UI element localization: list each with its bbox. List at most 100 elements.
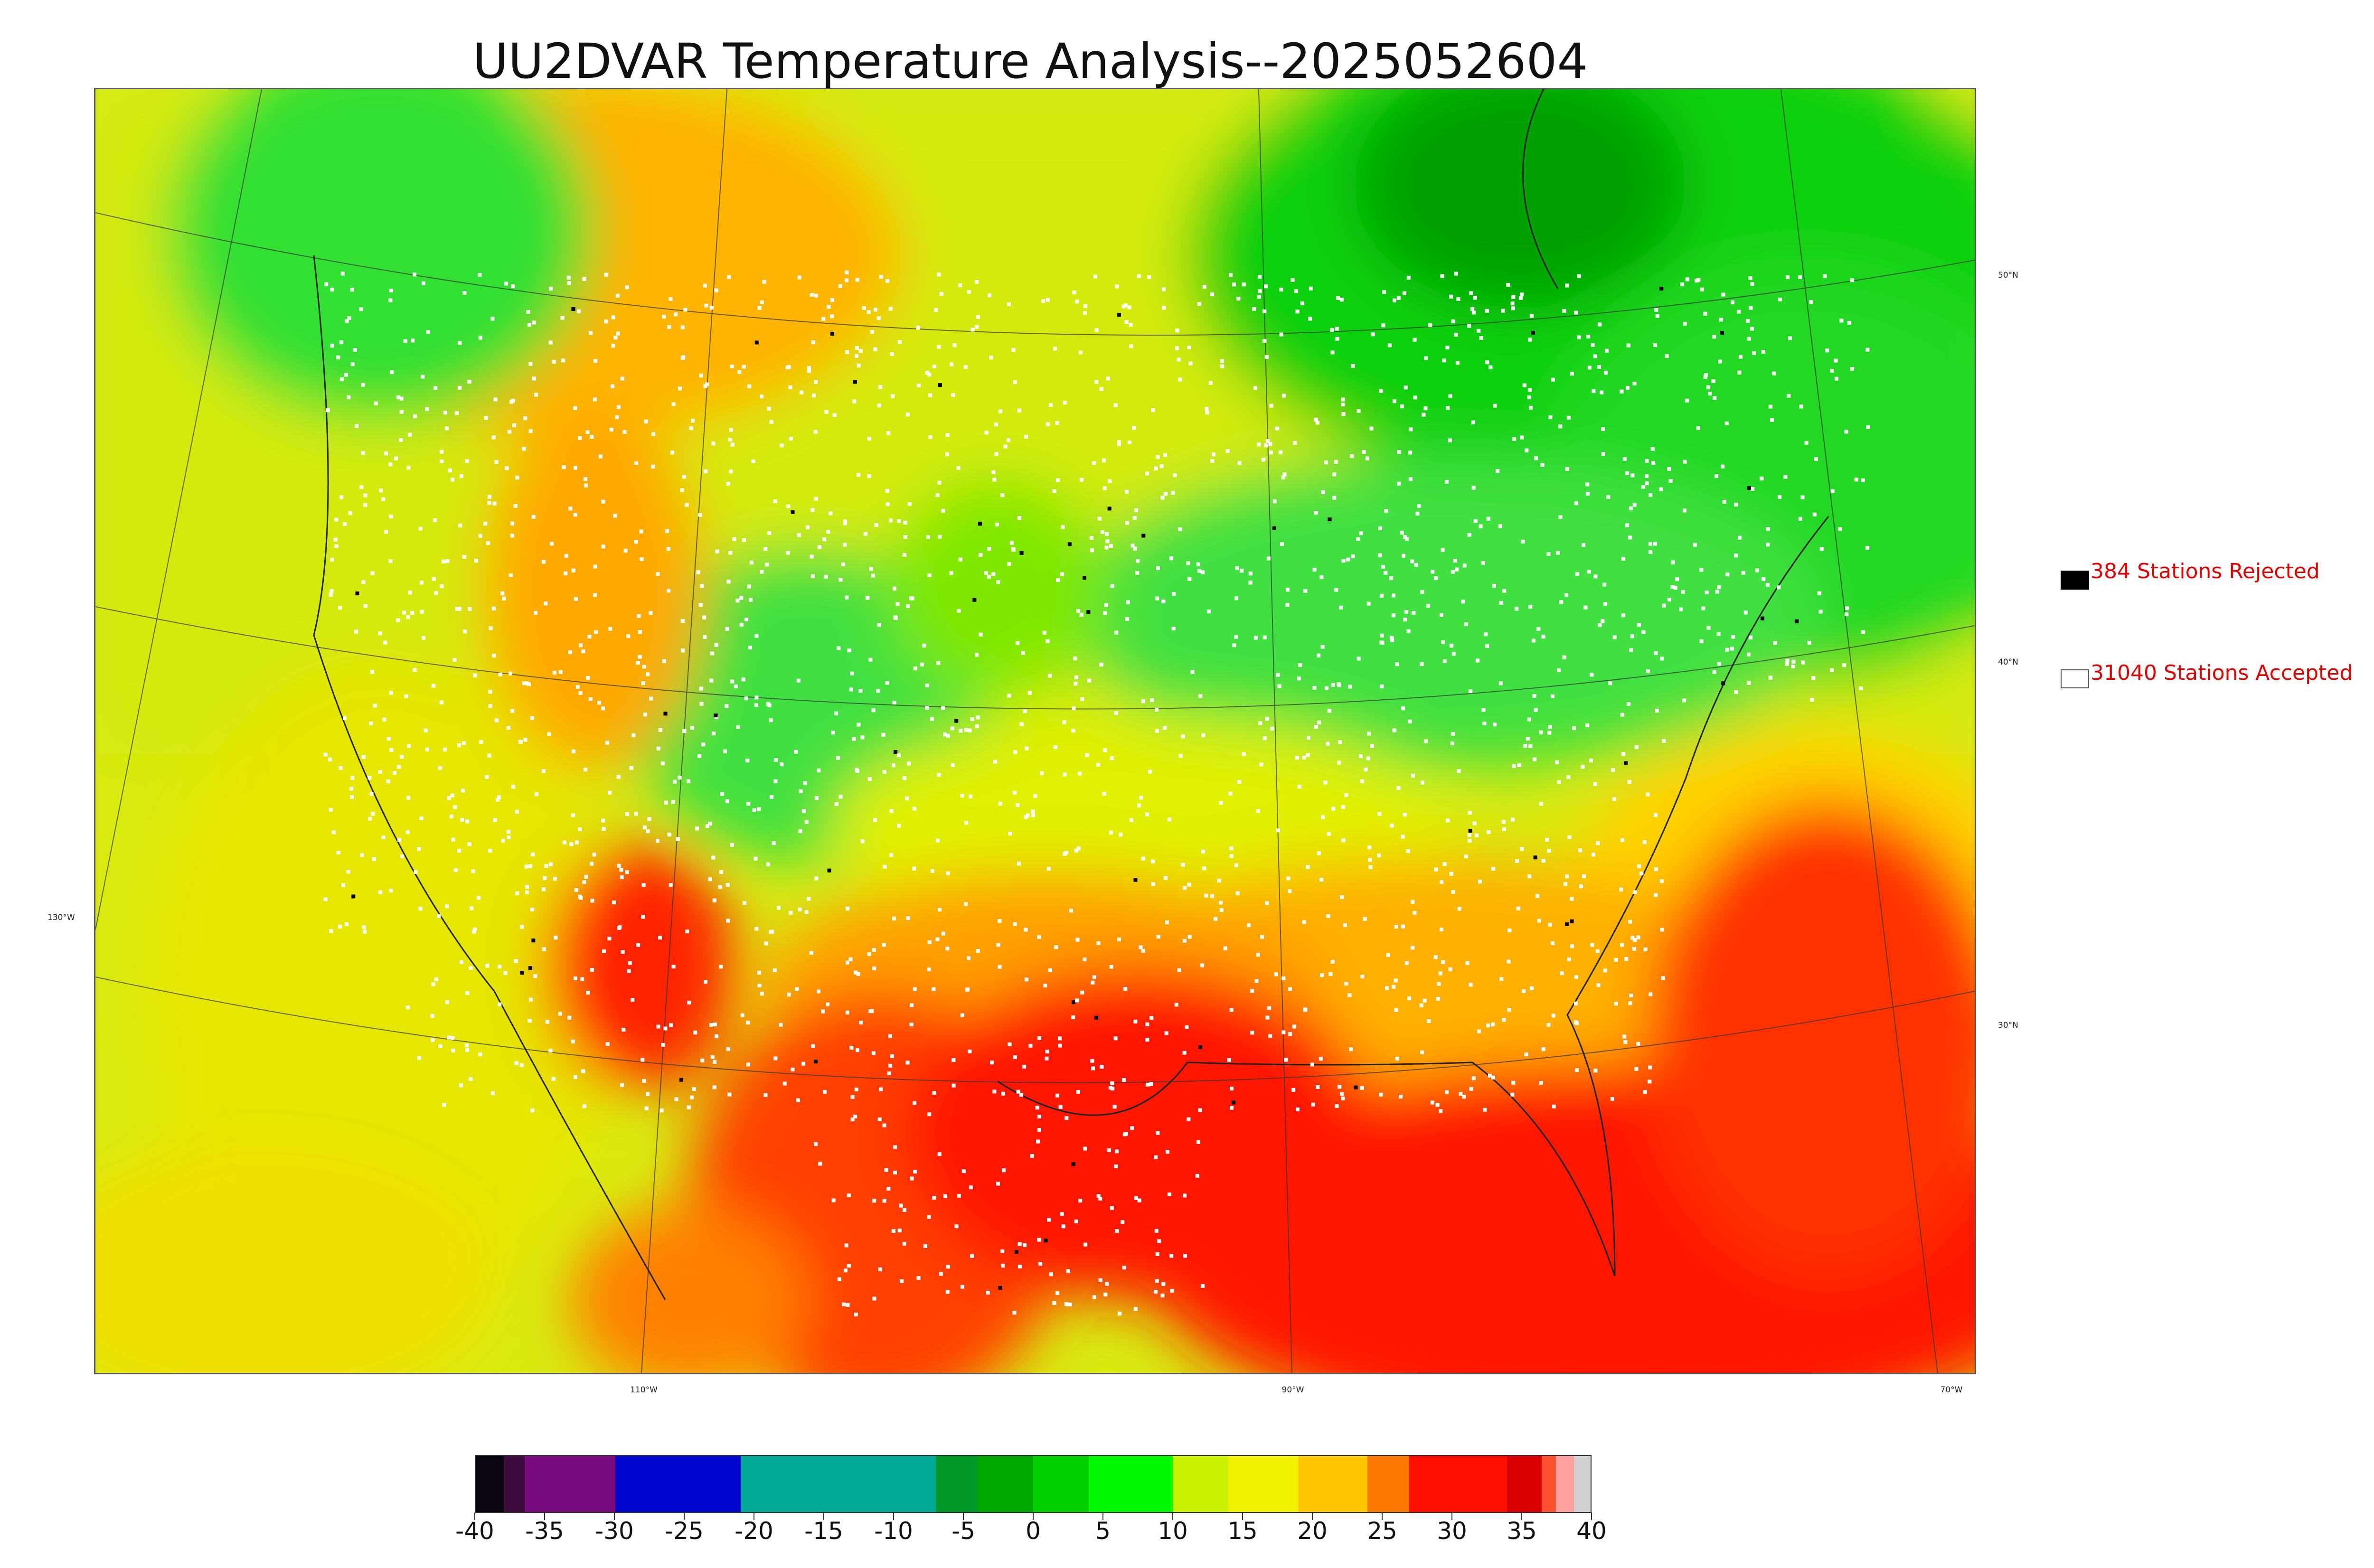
station-marker <box>1204 893 1208 898</box>
station-marker <box>1014 1250 1018 1254</box>
station-marker <box>1326 742 1330 746</box>
station-marker <box>744 696 748 701</box>
station-marker <box>1406 629 1411 633</box>
station-marker <box>656 746 660 751</box>
station-marker <box>443 410 448 414</box>
station-marker <box>1268 1034 1272 1038</box>
station-marker <box>1379 389 1383 393</box>
station-marker <box>754 634 759 638</box>
station-marker <box>1202 284 1206 289</box>
station-marker <box>1175 346 1179 350</box>
station-marker <box>968 728 972 732</box>
station-marker <box>1451 890 1455 894</box>
station-marker <box>845 270 849 274</box>
station-marker <box>748 646 753 650</box>
station-marker <box>1097 516 1102 521</box>
station-marker <box>1570 944 1574 948</box>
station-marker <box>1293 441 1297 445</box>
station-marker <box>1076 609 1081 613</box>
station-marker <box>1126 600 1130 604</box>
station-marker <box>951 1058 956 1062</box>
station-marker <box>558 670 563 675</box>
station-marker <box>1272 499 1277 504</box>
station-marker <box>818 545 822 549</box>
station-marker <box>1357 657 1361 661</box>
station-marker <box>1444 1090 1449 1094</box>
station-marker <box>1160 1294 1165 1298</box>
station-marker <box>527 682 531 686</box>
station-marker <box>483 522 488 526</box>
station-marker <box>1267 1006 1272 1010</box>
station-marker <box>605 741 609 745</box>
station-marker <box>389 888 393 892</box>
station-marker <box>1612 635 1617 639</box>
station-marker <box>638 655 642 659</box>
station-marker <box>1630 473 1635 478</box>
station-marker <box>1072 290 1076 294</box>
station-marker <box>1558 515 1563 519</box>
station-marker <box>485 964 490 968</box>
station-marker <box>767 406 771 411</box>
station-marker <box>634 812 639 816</box>
station-marker <box>697 754 701 758</box>
station-marker <box>941 508 945 513</box>
station-marker <box>1266 556 1271 561</box>
station-marker <box>1028 1043 1033 1048</box>
station-marker <box>1175 329 1179 333</box>
station-marker <box>1210 292 1215 297</box>
station-marker <box>1717 662 1721 666</box>
station-marker <box>1405 536 1409 541</box>
station-marker <box>1408 719 1412 723</box>
station-marker <box>814 876 819 881</box>
station-marker <box>1099 387 1103 391</box>
station-marker <box>1630 936 1635 940</box>
station-marker <box>846 1303 850 1307</box>
station-marker <box>720 792 725 796</box>
station-marker <box>576 309 581 313</box>
station-marker <box>616 405 621 409</box>
station-marker <box>1394 1008 1398 1013</box>
station-marker <box>852 737 856 741</box>
station-marker <box>1092 1295 1096 1299</box>
station-marker <box>993 760 998 764</box>
station-marker <box>945 433 950 437</box>
station-marker <box>1165 920 1169 925</box>
station-marker <box>1161 600 1166 604</box>
station-marker <box>579 643 583 648</box>
station-marker <box>1628 535 1632 540</box>
station-marker <box>501 838 505 843</box>
station-marker <box>388 298 393 302</box>
station-marker <box>1446 818 1450 823</box>
station-marker <box>1566 775 1571 779</box>
station-marker <box>1035 1106 1039 1110</box>
station-marker <box>1242 282 1246 287</box>
station-marker <box>836 756 840 760</box>
station-marker <box>1633 938 1637 942</box>
station-marker <box>1651 461 1656 465</box>
station-marker <box>1601 619 1605 623</box>
station-marker <box>458 385 462 390</box>
station-marker <box>400 755 404 759</box>
colorbar-tick-label: 35 <box>1507 1517 1537 1545</box>
station-marker <box>1384 571 1388 575</box>
station-marker <box>1303 1007 1307 1012</box>
station-marker <box>1788 336 1792 340</box>
station-marker <box>1154 1229 1159 1233</box>
station-marker <box>1297 785 1301 789</box>
station-marker <box>1210 894 1215 898</box>
station-marker <box>885 681 889 685</box>
station-marker <box>665 529 669 533</box>
station-marker <box>1488 1073 1492 1078</box>
station-marker <box>1701 606 1705 610</box>
station-marker <box>1344 982 1348 986</box>
station-marker <box>1528 744 1533 749</box>
station-marker <box>680 488 684 492</box>
station-marker <box>566 275 571 280</box>
station-marker <box>1650 447 1655 451</box>
station-marker <box>1807 640 1811 645</box>
station-marker <box>1397 481 1401 486</box>
station-marker <box>1630 634 1634 638</box>
station-marker <box>363 604 367 608</box>
station-marker <box>1248 572 1253 576</box>
station-marker <box>451 837 455 842</box>
